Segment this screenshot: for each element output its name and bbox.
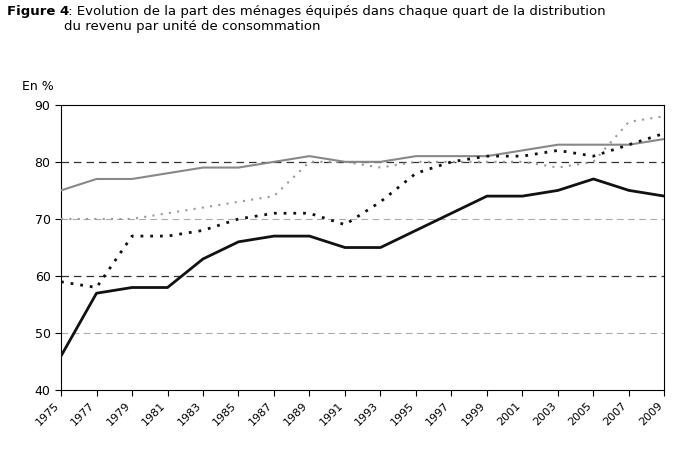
- Text: Figure 4: Figure 4: [7, 5, 69, 18]
- Text: : Evolution de la part des ménages équipés dans chaque quart de la distribution
: : Evolution de la part des ménages équip…: [64, 5, 605, 33]
- Text: En %: En %: [22, 80, 54, 93]
